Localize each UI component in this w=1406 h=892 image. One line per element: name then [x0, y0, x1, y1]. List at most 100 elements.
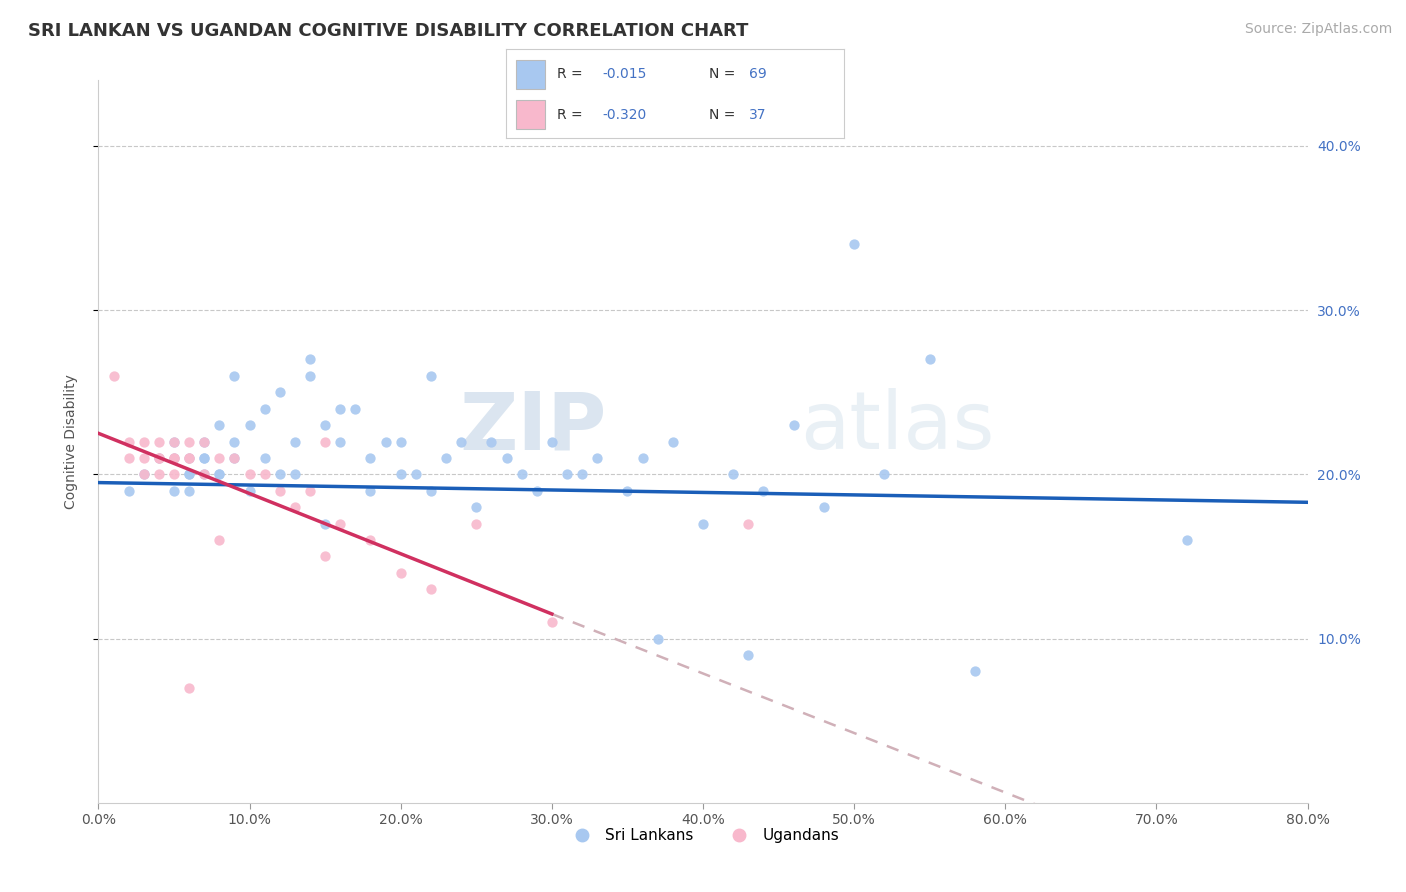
Point — [692, 516, 714, 531]
Point — [571, 467, 593, 482]
Point — [495, 450, 517, 465]
Point — [163, 467, 186, 482]
Point — [299, 368, 322, 383]
Text: 37: 37 — [749, 108, 766, 122]
Point — [389, 566, 412, 580]
Point — [510, 467, 533, 482]
Point — [224, 450, 246, 465]
Point — [118, 483, 141, 498]
Point — [163, 450, 186, 465]
Point — [420, 368, 443, 383]
Point — [163, 434, 186, 449]
Point — [193, 434, 215, 449]
Text: R =: R = — [557, 108, 586, 122]
Point — [586, 450, 609, 465]
Point — [284, 467, 307, 482]
Point — [420, 582, 443, 597]
Point — [314, 434, 336, 449]
Point — [918, 352, 941, 367]
Y-axis label: Cognitive Disability: Cognitive Disability — [63, 374, 77, 509]
Text: atlas: atlas — [800, 388, 994, 467]
Point — [540, 615, 562, 630]
Point — [450, 434, 472, 449]
Point — [179, 467, 201, 482]
Point — [360, 450, 382, 465]
Point — [118, 450, 141, 465]
Point — [389, 434, 412, 449]
Point — [465, 500, 488, 515]
Point — [193, 434, 215, 449]
Point — [465, 516, 488, 531]
Point — [344, 401, 367, 416]
Point — [253, 467, 276, 482]
Point — [208, 450, 231, 465]
Point — [284, 434, 307, 449]
Point — [132, 467, 155, 482]
Point — [239, 418, 262, 433]
Point — [526, 483, 548, 498]
Point — [737, 648, 759, 662]
Text: Source: ZipAtlas.com: Source: ZipAtlas.com — [1244, 22, 1392, 37]
Text: -0.015: -0.015 — [602, 67, 647, 81]
Point — [148, 450, 170, 465]
Text: R =: R = — [557, 67, 586, 81]
Point — [179, 450, 201, 465]
Point — [148, 434, 170, 449]
Point — [179, 450, 201, 465]
Point — [179, 450, 201, 465]
Point — [844, 237, 866, 252]
Point — [360, 483, 382, 498]
Point — [179, 434, 201, 449]
Point — [783, 418, 806, 433]
Point — [873, 467, 896, 482]
Point — [405, 467, 427, 482]
Point — [208, 418, 231, 433]
Point — [224, 368, 246, 383]
Point — [329, 516, 352, 531]
Point — [224, 434, 246, 449]
Point — [103, 368, 125, 383]
Point — [193, 467, 215, 482]
Point — [224, 450, 246, 465]
Point — [193, 450, 215, 465]
Point — [329, 434, 352, 449]
Text: -0.320: -0.320 — [602, 108, 647, 122]
Point — [179, 467, 201, 482]
Point — [314, 516, 336, 531]
Point — [208, 533, 231, 547]
Point — [299, 483, 322, 498]
Point — [752, 483, 775, 498]
Point — [661, 434, 683, 449]
Point — [132, 434, 155, 449]
Point — [148, 450, 170, 465]
Point — [179, 483, 201, 498]
Point — [208, 467, 231, 482]
Point — [631, 450, 654, 465]
Point — [239, 483, 262, 498]
Point — [299, 352, 322, 367]
Point — [269, 385, 291, 400]
Point — [163, 450, 186, 465]
Point — [253, 450, 276, 465]
Point — [269, 483, 291, 498]
Text: SRI LANKAN VS UGANDAN COGNITIVE DISABILITY CORRELATION CHART: SRI LANKAN VS UGANDAN COGNITIVE DISABILI… — [28, 22, 748, 40]
Text: ZIP: ZIP — [458, 388, 606, 467]
Text: 69: 69 — [749, 67, 766, 81]
Point — [253, 401, 276, 416]
Point — [723, 467, 745, 482]
Point — [360, 533, 382, 547]
Point — [118, 434, 141, 449]
Point — [314, 549, 336, 564]
Point — [132, 467, 155, 482]
Point — [269, 467, 291, 482]
Point — [284, 500, 307, 515]
Text: N =: N = — [709, 108, 740, 122]
Point — [163, 450, 186, 465]
Point — [179, 681, 201, 695]
Point — [329, 401, 352, 416]
Point — [555, 467, 578, 482]
Point — [737, 516, 759, 531]
Point — [481, 434, 503, 449]
Point — [813, 500, 835, 515]
Point — [163, 434, 186, 449]
